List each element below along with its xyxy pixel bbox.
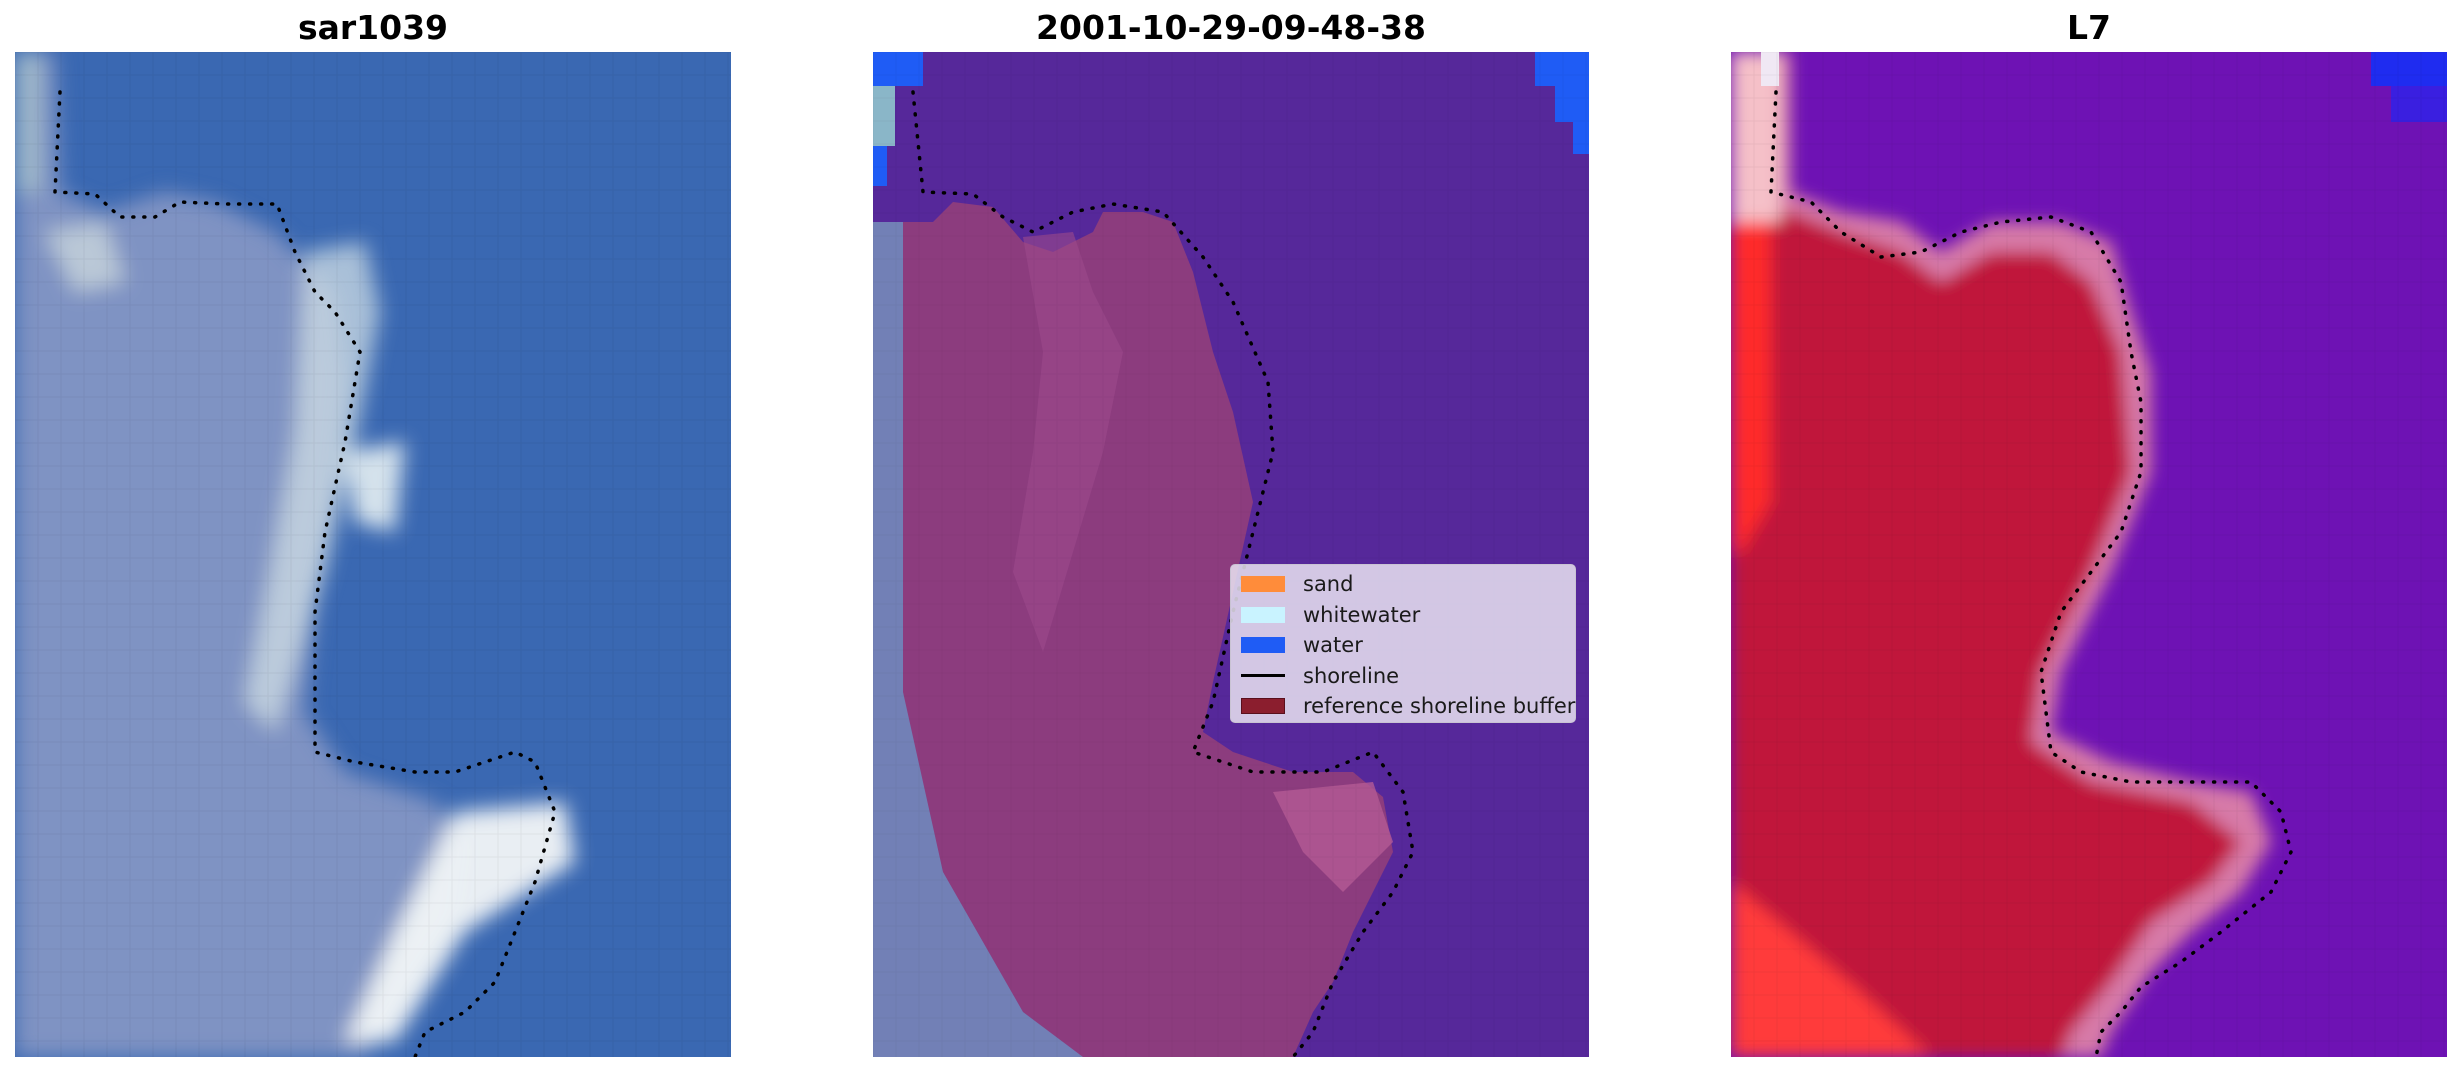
legend-label: reference shoreline buffer <box>1303 694 1576 719</box>
reference-buffer-swatch <box>1241 698 1285 715</box>
shoreline-rgb <box>53 90 557 1057</box>
legend-label: water <box>1303 633 1363 658</box>
mndwi-image <box>1731 52 2447 1057</box>
legend-item-sand: sand <box>1241 569 1565 600</box>
shoreline-line-swatch <box>1241 674 1285 678</box>
whitewater-swatch <box>1241 606 1285 623</box>
panel-title-rgb: sar1039 <box>297 8 449 47</box>
panel-title-classified: 2001-10-29-09-48-38 <box>1036 8 1426 47</box>
classified-image-panel <box>873 52 1589 1057</box>
sand-swatch <box>1241 576 1285 593</box>
shoreline-mndwi <box>1769 90 2293 1057</box>
legend-item-water: water <box>1241 630 1565 661</box>
rgb-image <box>15 52 731 1057</box>
legend-item-shoreline: shoreline <box>1241 661 1565 692</box>
mndwi-image-panel <box>1731 52 2447 1057</box>
water-swatch <box>1241 637 1285 654</box>
legend-item-reference-buffer: reference shoreline buffer <box>1241 691 1575 722</box>
legend-label: shoreline <box>1303 663 1400 688</box>
legend-label: sand <box>1303 572 1354 597</box>
classified-image <box>873 52 1589 1057</box>
legend: sand whitewater water shoreline referenc… <box>1230 564 1576 723</box>
shoreline-classified <box>911 90 1415 1057</box>
legend-label: whitewater <box>1303 602 1421 627</box>
rgb-image-panel <box>15 52 731 1057</box>
panel-title-mndwi: L7 <box>2067 8 2111 47</box>
legend-item-whitewater: whitewater <box>1241 600 1565 631</box>
